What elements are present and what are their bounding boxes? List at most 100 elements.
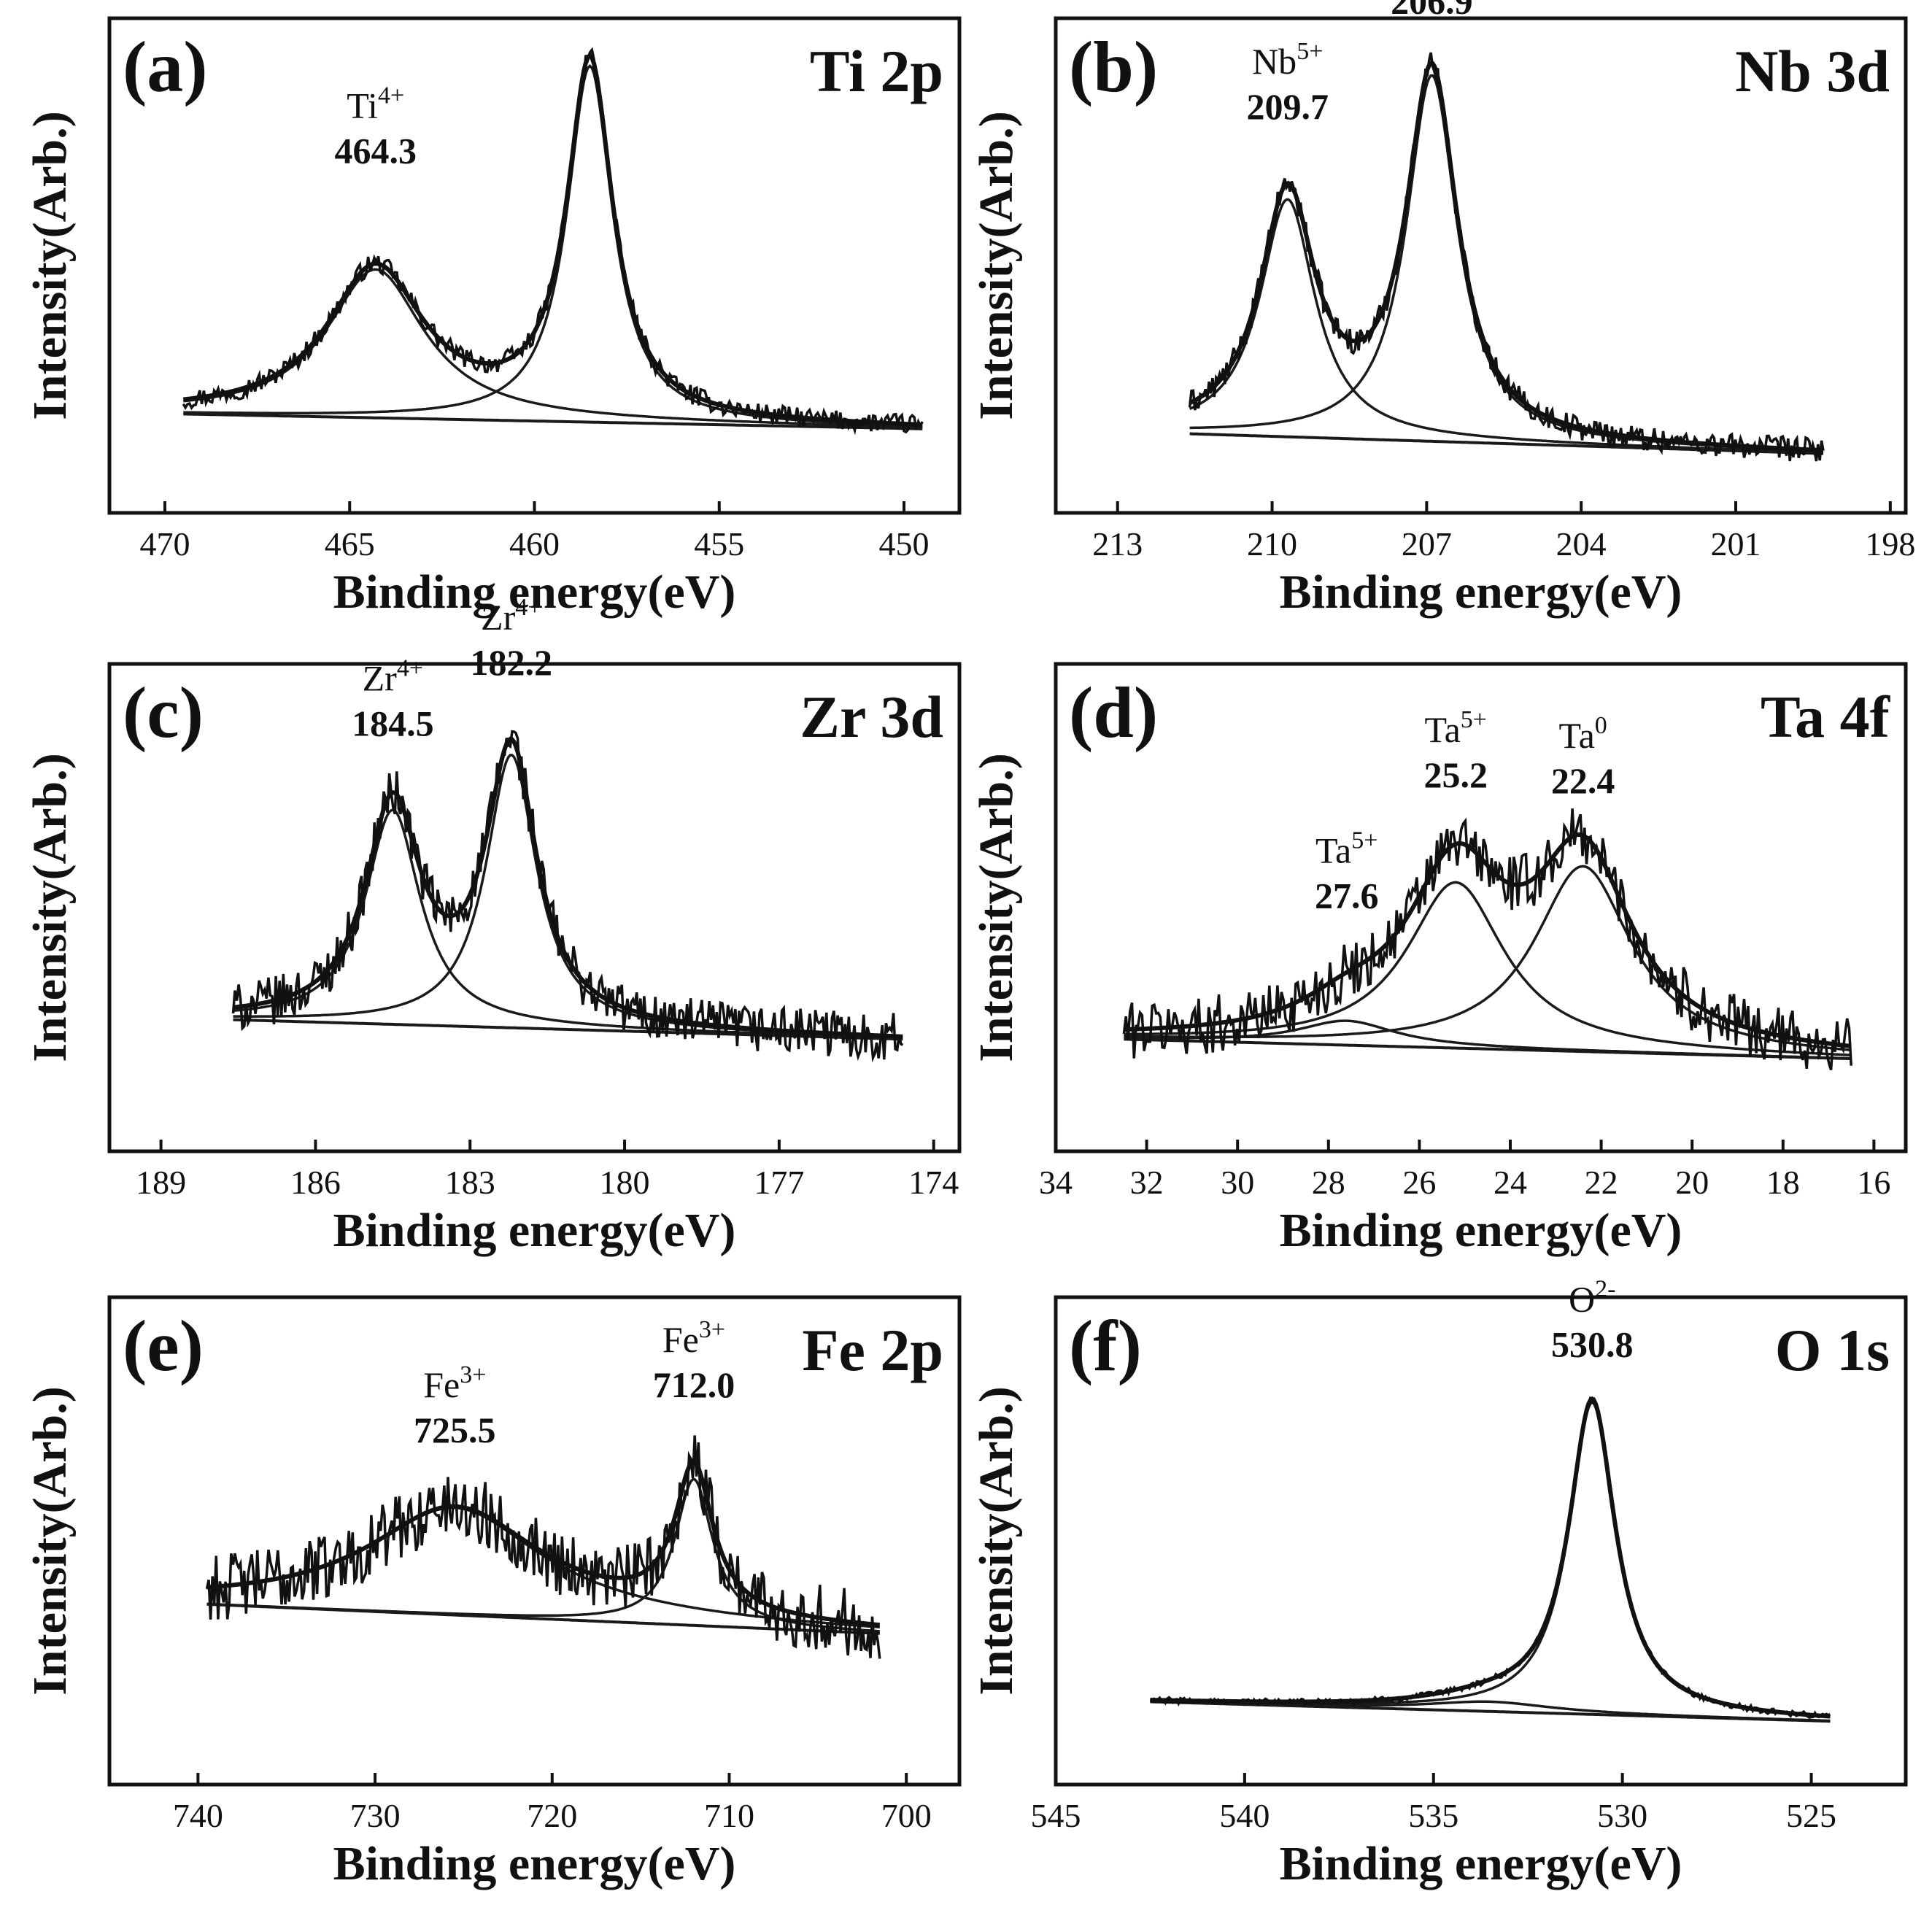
panel-letter: (b) <box>1069 26 1158 107</box>
x-tick-label: 530 <box>1597 1797 1647 1834</box>
y-axis-label: Intensity(Arb.) <box>23 1386 77 1696</box>
x-tick-label: 540 <box>1219 1797 1270 1834</box>
peak-label-ion: Fe3+ <box>423 1361 486 1405</box>
x-tick-label: 177 <box>754 1164 804 1201</box>
x-tick-label: 450 <box>879 525 930 563</box>
y-axis-label: Intensity(Arb.) <box>970 753 1023 1062</box>
peak-label-ion: Ta5+ <box>1425 706 1487 750</box>
raw-spectrum <box>1188 52 1825 462</box>
peak-label-ion: Ta5+ <box>1315 827 1377 871</box>
x-tick-label: 207 <box>1402 525 1452 563</box>
x-tick-label: 22 <box>1585 1164 1618 1201</box>
peak-label-value: 25.2 <box>1423 754 1488 795</box>
xps-panel-c: 189 186 183 180 177 174 Binding energy(eV) Inte… <box>23 594 962 1257</box>
peak-label-value: 27.6 <box>1315 876 1379 916</box>
x-tick-label: 210 <box>1247 525 1297 563</box>
raw-spectrum <box>205 1435 881 1659</box>
x-tick-label: 535 <box>1408 1797 1458 1834</box>
y-axis-label: Intensity(Arb.) <box>970 111 1023 420</box>
x-tick-label: 201 <box>1711 525 1761 563</box>
xps-panel-b: 213 210 207 204 201 198 Binding energy(eV) Inte… <box>970 0 1915 619</box>
x-tick-label: 740 <box>173 1797 223 1834</box>
panel-title: Ta 4f <box>1761 684 1891 750</box>
x-axis-label: Binding energy(eV) <box>1280 1837 1682 1890</box>
panel-title: Zr 3d <box>800 684 943 750</box>
xps-panel-a: 470 465 460 455 450 Binding energy(eV) Intensi… <box>23 0 962 619</box>
raw-spectrum <box>182 47 924 436</box>
component-peak-1 <box>1150 1700 1831 1723</box>
x-tick-label: 20 <box>1675 1164 1709 1201</box>
x-tick-label: 545 <box>1031 1797 1081 1834</box>
x-axis-label: Binding energy(eV) <box>1280 1204 1682 1257</box>
x-tick-label: 186 <box>290 1164 341 1201</box>
peak-label-value: 184.5 <box>352 703 434 743</box>
x-tick-label: 465 <box>325 525 375 563</box>
peak-label-value: 464.3 <box>334 130 417 171</box>
panel-title: O 1s <box>1775 1317 1890 1383</box>
x-tick-label: 525 <box>1786 1797 1836 1834</box>
raw-spectrum <box>1122 808 1852 1071</box>
peak-label-value: 206.9 <box>1391 0 1473 22</box>
panel-letter: (c) <box>123 672 204 753</box>
x-tick-label: 32 <box>1130 1164 1164 1201</box>
x-tick-label: 183 <box>445 1164 495 1201</box>
x-axis-label: Binding energy(eV) <box>333 1204 736 1257</box>
x-tick-label: 30 <box>1221 1164 1254 1201</box>
panel-title: Fe 2p <box>802 1317 943 1383</box>
x-tick-label: 24 <box>1494 1164 1527 1201</box>
x-tick-label: 28 <box>1312 1164 1345 1201</box>
peak-label-ion: Zr4+ <box>363 654 423 698</box>
panel-letter: (d) <box>1069 672 1158 753</box>
x-tick-label: 700 <box>881 1797 932 1834</box>
panel-letter: (a) <box>123 26 208 107</box>
x-tick-label: 460 <box>509 525 560 563</box>
raw-spectrum <box>1150 1396 1831 1719</box>
xps-panel-f: 545 540 535 530 525 Binding energy(eV) Intensi… <box>970 1276 1908 1890</box>
x-tick-label: 18 <box>1766 1164 1800 1201</box>
plot-frame <box>1054 662 1908 1153</box>
x-tick-label: 198 <box>1865 525 1915 563</box>
peak-label-value: 725.5 <box>414 1410 496 1450</box>
panel-letter: (f) <box>1069 1305 1142 1386</box>
x-tick-label: 455 <box>694 525 744 563</box>
panel-letter: (e) <box>123 1305 204 1386</box>
peak-label-value: 530.8 <box>1551 1324 1634 1365</box>
raw-spectrum <box>231 730 904 1063</box>
peak-label-value: 182.2 <box>470 642 552 683</box>
x-tick-label: 720 <box>527 1797 577 1834</box>
x-tick-label: 16 <box>1857 1164 1890 1201</box>
plot-frame <box>1054 1295 1908 1787</box>
peak-label-ion: Ta0 <box>1559 712 1607 756</box>
xps-panel-e: 740 730 720 710 700 Binding energy(eV) Intensi… <box>23 1295 962 1890</box>
peak-label-ion: Nb5+ <box>1252 38 1323 82</box>
x-tick-label: 213 <box>1092 525 1143 563</box>
plot-frame <box>107 662 962 1153</box>
peak-label-ion: Zr4+ <box>481 594 541 638</box>
peak-label-ion: O2- <box>1569 1276 1615 1320</box>
xps-panel-d: 34 32 30 28 26 24 22 20 18 16 Binding energy(eV) In… <box>970 662 1908 1257</box>
component-peak-3 <box>1124 865 1852 1052</box>
x-tick-label: 204 <box>1556 525 1607 563</box>
x-tick-label: 26 <box>1402 1164 1436 1201</box>
peak-label-value: 209.7 <box>1246 86 1329 127</box>
panel-title: Ti 2p <box>810 38 943 104</box>
y-axis-label: Intensity(Arb.) <box>23 753 77 1062</box>
x-axis-label: Binding energy(eV) <box>333 1837 736 1890</box>
x-axis-label: Binding energy(eV) <box>1280 565 1682 619</box>
x-tick-label: 180 <box>600 1164 650 1201</box>
x-axis-label: Binding energy(eV) <box>333 565 736 619</box>
peak-label-ion: Ti4+ <box>347 82 404 125</box>
panel-title: Nb 3d <box>1735 38 1890 104</box>
y-axis-label: Intensity(Arb.) <box>23 111 77 420</box>
x-tick-label: 174 <box>908 1164 959 1201</box>
x-tick-label: 470 <box>139 525 190 563</box>
component-peak-2 <box>206 1478 880 1633</box>
peak-label-value: 458.5 <box>549 0 631 7</box>
peak-label-value: 22.4 <box>1551 760 1615 801</box>
plot-frame <box>1054 16 1908 515</box>
peak-label-value: 712.0 <box>653 1364 735 1405</box>
x-tick-label: 34 <box>1039 1164 1073 1201</box>
y-axis-label: Intensity(Arb.) <box>970 1386 1023 1696</box>
x-tick-label: 710 <box>704 1797 754 1834</box>
